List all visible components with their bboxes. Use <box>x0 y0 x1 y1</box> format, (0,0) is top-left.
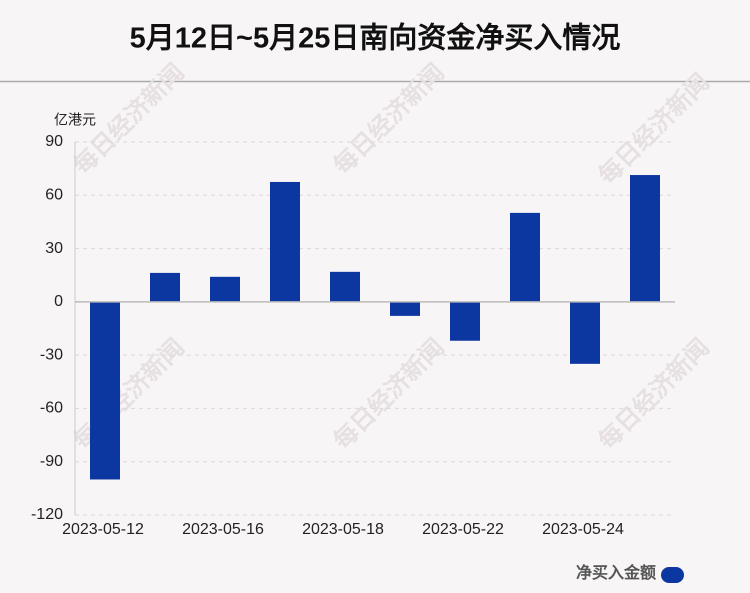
bar <box>270 181 300 302</box>
y-tick-label: -120 <box>31 506 63 523</box>
y-unit: 亿港元 <box>54 112 96 128</box>
y-tick-label: -60 <box>40 400 63 417</box>
bar <box>510 212 540 302</box>
y-tick-label: 60 <box>45 187 63 204</box>
legend-label: 净买入金额 <box>576 563 656 582</box>
bar <box>90 301 120 480</box>
y-tick-label: -30 <box>40 346 63 363</box>
watermark: 每日经济新闻 <box>67 332 189 454</box>
x-tick-label: 2023-05-18 <box>302 521 384 538</box>
y-tick-label: 30 <box>45 240 63 257</box>
bar <box>330 271 360 302</box>
watermark: 每日经济新闻 <box>592 332 714 454</box>
bar <box>210 276 240 302</box>
bar <box>570 301 600 364</box>
bar <box>390 301 420 316</box>
chart-title: 5月12日~5月25日南向资金净买入情况 <box>130 21 621 55</box>
bar <box>150 272 180 302</box>
y-tick-label: 0 <box>54 293 63 310</box>
x-tick-label: 2023-05-24 <box>542 521 624 538</box>
bar <box>630 175 660 302</box>
x-tick-label: 2023-05-16 <box>182 521 264 538</box>
legend-swatch <box>661 567 684 583</box>
x-tick-label: 2023-05-22 <box>422 521 504 538</box>
watermark: 每日经济新闻 <box>592 67 714 189</box>
y-tick-label: 90 <box>45 133 63 150</box>
y-tick-label: -90 <box>40 453 63 470</box>
bar <box>450 301 480 341</box>
watermark: 每日经济新闻 <box>327 57 449 179</box>
x-tick-label: 2023-05-12 <box>62 521 144 538</box>
watermark: 每日经济新闻 <box>327 332 449 454</box>
